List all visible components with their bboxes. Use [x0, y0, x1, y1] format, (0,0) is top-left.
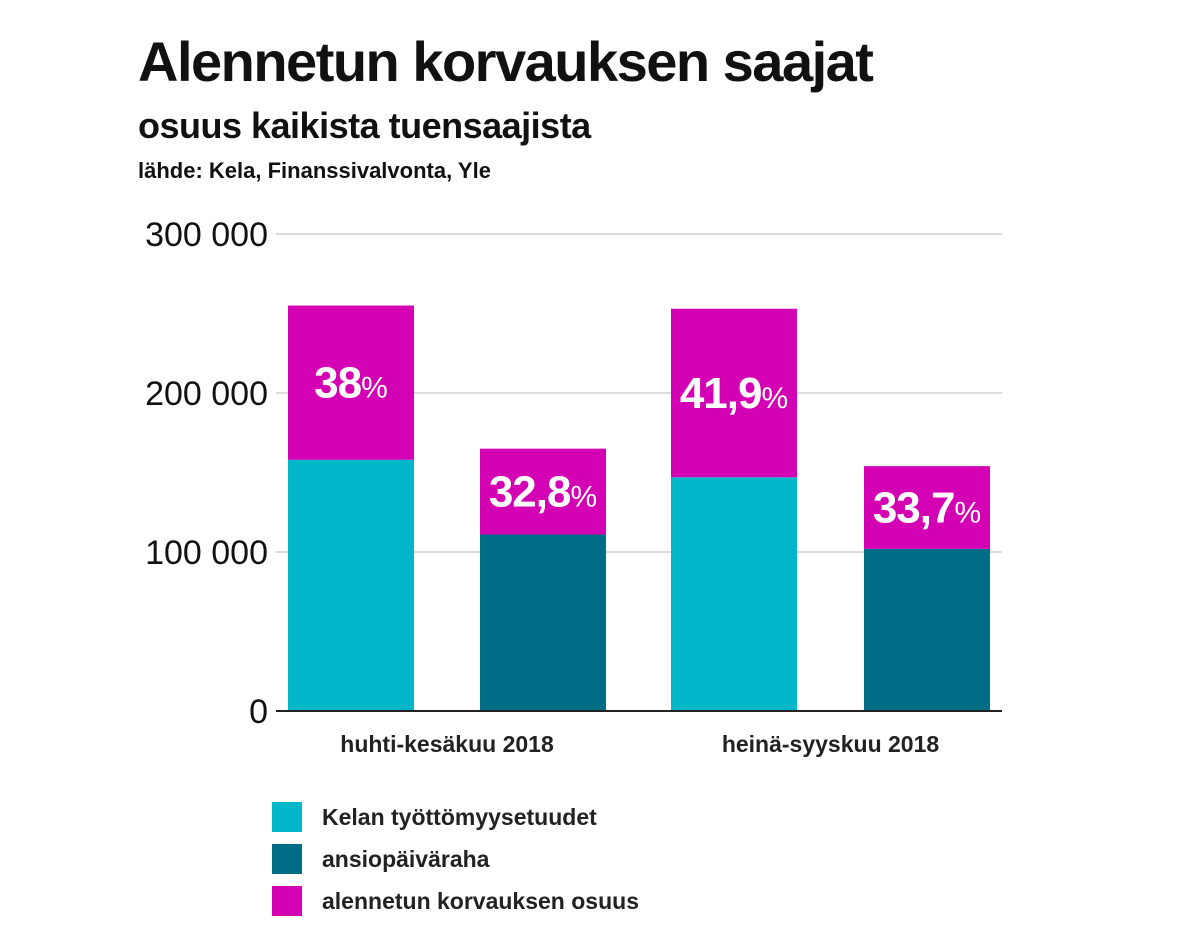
legend-label-share: alennetun korvauksen osuus [322, 887, 639, 914]
legend-item-kela: Kelan työttömyysetuudet [272, 796, 639, 838]
legend: Kelan työttömyysetuudet ansiopäiväraha a… [272, 796, 639, 922]
share-data-label: 33,7% [873, 483, 981, 532]
bar-segment-reduced [671, 308, 797, 478]
bar-segment-base [288, 459, 414, 711]
legend-label-ansio: ansiopäiväraha [322, 845, 490, 872]
legend-item-ansio: ansiopäiväraha [272, 838, 639, 880]
bar-segment-reduced [288, 305, 414, 460]
legend-swatch-kela [272, 802, 302, 832]
chart-source: lähde: Kela, Finanssivalvonta, Yle [138, 158, 491, 183]
legend-label-kela: Kelan työttömyysetuudet [322, 803, 597, 830]
legend-item-share: alennetun korvauksen osuus [272, 880, 639, 922]
share-data-label: 41,9% [680, 369, 788, 418]
bar-segment-base [671, 477, 797, 711]
legend-swatch-ansio [272, 844, 302, 874]
legend-swatch-share [272, 886, 302, 916]
x-category-label: huhti-kesäkuu 2018 [340, 731, 554, 757]
bar-segment-base [480, 534, 606, 711]
x-category-label: heinä-syyskuu 2018 [722, 731, 940, 757]
share-data-label: 32,8% [489, 468, 597, 517]
y-tick-label: 100 000 [145, 534, 268, 572]
bar-segment-reduced [864, 466, 990, 549]
bar-segment-base [864, 548, 990, 711]
chart-subtitle: osuus kaikista tuensaajista [138, 105, 591, 146]
chart-title: Alennetun korvauksen saajat [138, 30, 874, 93]
y-tick-label: 300 000 [145, 216, 268, 254]
bar-segment-reduced [480, 448, 606, 535]
share-data-label: 38% [314, 359, 388, 408]
y-tick-label: 200 000 [145, 375, 268, 413]
y-tick-label: 0 [249, 693, 268, 731]
